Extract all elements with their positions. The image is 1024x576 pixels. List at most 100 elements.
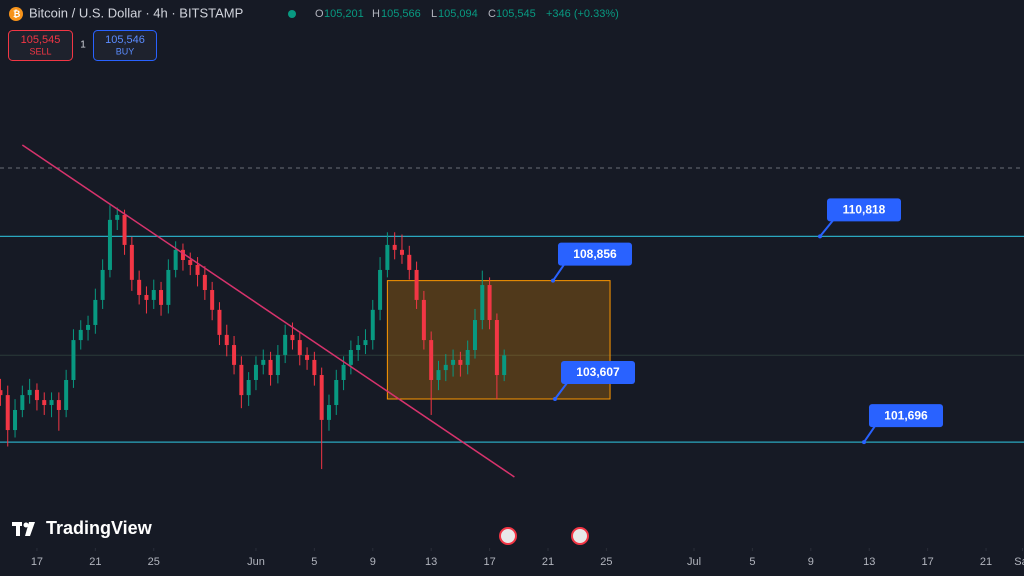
label-anchor [551, 278, 555, 283]
symbol-title[interactable]: Bitcoin / U.S. Dollar · 4h · BITSTAMP [29, 5, 243, 20]
candle-body [107, 219, 112, 270]
candle-body [334, 379, 339, 406]
price-label: 103,607 [576, 365, 620, 379]
price-label-box [869, 404, 943, 428]
candle-body [20, 395, 25, 410]
candle-body [443, 364, 448, 371]
candle-body [210, 290, 215, 310]
candle-body [93, 299, 98, 325]
plot-area: 110,818 101,696 108,856 103,607 [0, 144, 1024, 478]
x-tick-label: 21 [980, 556, 992, 568]
candle-body [268, 359, 273, 376]
label-anchor [862, 440, 866, 445]
candle-body [180, 249, 185, 261]
candle-body [71, 340, 76, 380]
coin-icon [9, 7, 23, 21]
sell-button[interactable] [8, 30, 73, 61]
candle-body [480, 285, 485, 321]
candle-body [472, 320, 477, 350]
candle-body [159, 290, 164, 305]
buy-button[interactable] [93, 30, 157, 61]
label-pointer [554, 382, 568, 400]
candle-body [436, 370, 441, 380]
candle-body [137, 279, 142, 295]
candle-body [341, 364, 346, 380]
sell-price: 105,545 [21, 34, 61, 46]
candle-body [429, 340, 434, 380]
time-axis: 17 21 25 Jun 5 9 13 17 21 25 Jul 5 9 13 17 21 Sat [0, 548, 1024, 576]
market-status[interactable] [288, 10, 296, 18]
candle-body [399, 249, 404, 255]
candle-body [348, 349, 353, 365]
ohlc-key: O [315, 8, 324, 20]
candle-body [42, 400, 47, 406]
event-icon[interactable] [571, 527, 589, 545]
candle-body [421, 299, 426, 341]
candle-body [0, 390, 3, 396]
logo[interactable]: TradingView [12, 518, 153, 538]
candle-body [378, 269, 383, 310]
candle-body [224, 334, 229, 346]
candle-body [195, 264, 200, 275]
ohlc-value: 105,094 [438, 8, 478, 20]
event-icon[interactable] [499, 527, 517, 545]
x-tick-label: 25 [148, 556, 160, 568]
label-pointer [819, 219, 834, 238]
candle-body [202, 274, 207, 291]
logo-shape [25, 522, 35, 536]
candle-body [188, 260, 193, 265]
candle-body [34, 389, 39, 401]
ohlc-value: 105,201 [324, 8, 364, 20]
candle-body [261, 359, 266, 365]
candle-body [414, 269, 419, 300]
buy-price: 105,546 [105, 34, 145, 46]
price-label-box [827, 198, 901, 222]
candle-body [246, 379, 251, 396]
candle-body [458, 359, 463, 365]
candle-body [13, 409, 18, 431]
x-tick-label: 5 [749, 556, 755, 568]
logo-shape [16, 522, 20, 536]
candle-body [319, 375, 324, 420]
time-axis-background [0, 548, 1024, 576]
candle-body [305, 354, 310, 360]
price-label-box [558, 242, 632, 266]
candle-body [502, 355, 507, 376]
candle-body [275, 354, 280, 376]
price-label: 101,696 [884, 408, 928, 422]
candle-body [64, 379, 69, 410]
candle-body [100, 269, 105, 300]
candle-body [356, 345, 361, 350]
candle-body [494, 320, 499, 376]
label-pointer [552, 264, 565, 282]
candle-body [451, 359, 456, 365]
candle-body [392, 244, 397, 250]
ohlc-key: C [488, 8, 496, 20]
ohlc-key: H [372, 8, 380, 20]
label-anchor [553, 397, 557, 402]
ohlc-value: 105,545 [496, 8, 536, 20]
x-tick-label: 21 [542, 556, 554, 568]
candle-body [312, 359, 317, 376]
candle-body [232, 345, 237, 365]
x-tick-label: 9 [370, 556, 376, 568]
candle-body [173, 249, 178, 270]
logo-text: TradingView [46, 518, 153, 538]
sell-label: SELL [29, 46, 51, 56]
quantity[interactable]: 1 [80, 40, 86, 51]
candle-body [151, 290, 156, 300]
candle-body [115, 214, 120, 220]
candle-body [144, 294, 149, 300]
candle-body [239, 364, 244, 396]
label-anchor [818, 234, 822, 239]
candle-body [217, 309, 222, 335]
x-tick-label: Jun [247, 556, 265, 568]
candle-body [86, 324, 91, 330]
candle-body [487, 285, 492, 321]
trend-line [21, 144, 515, 478]
candle-body [56, 400, 61, 410]
candle-body [253, 364, 258, 380]
